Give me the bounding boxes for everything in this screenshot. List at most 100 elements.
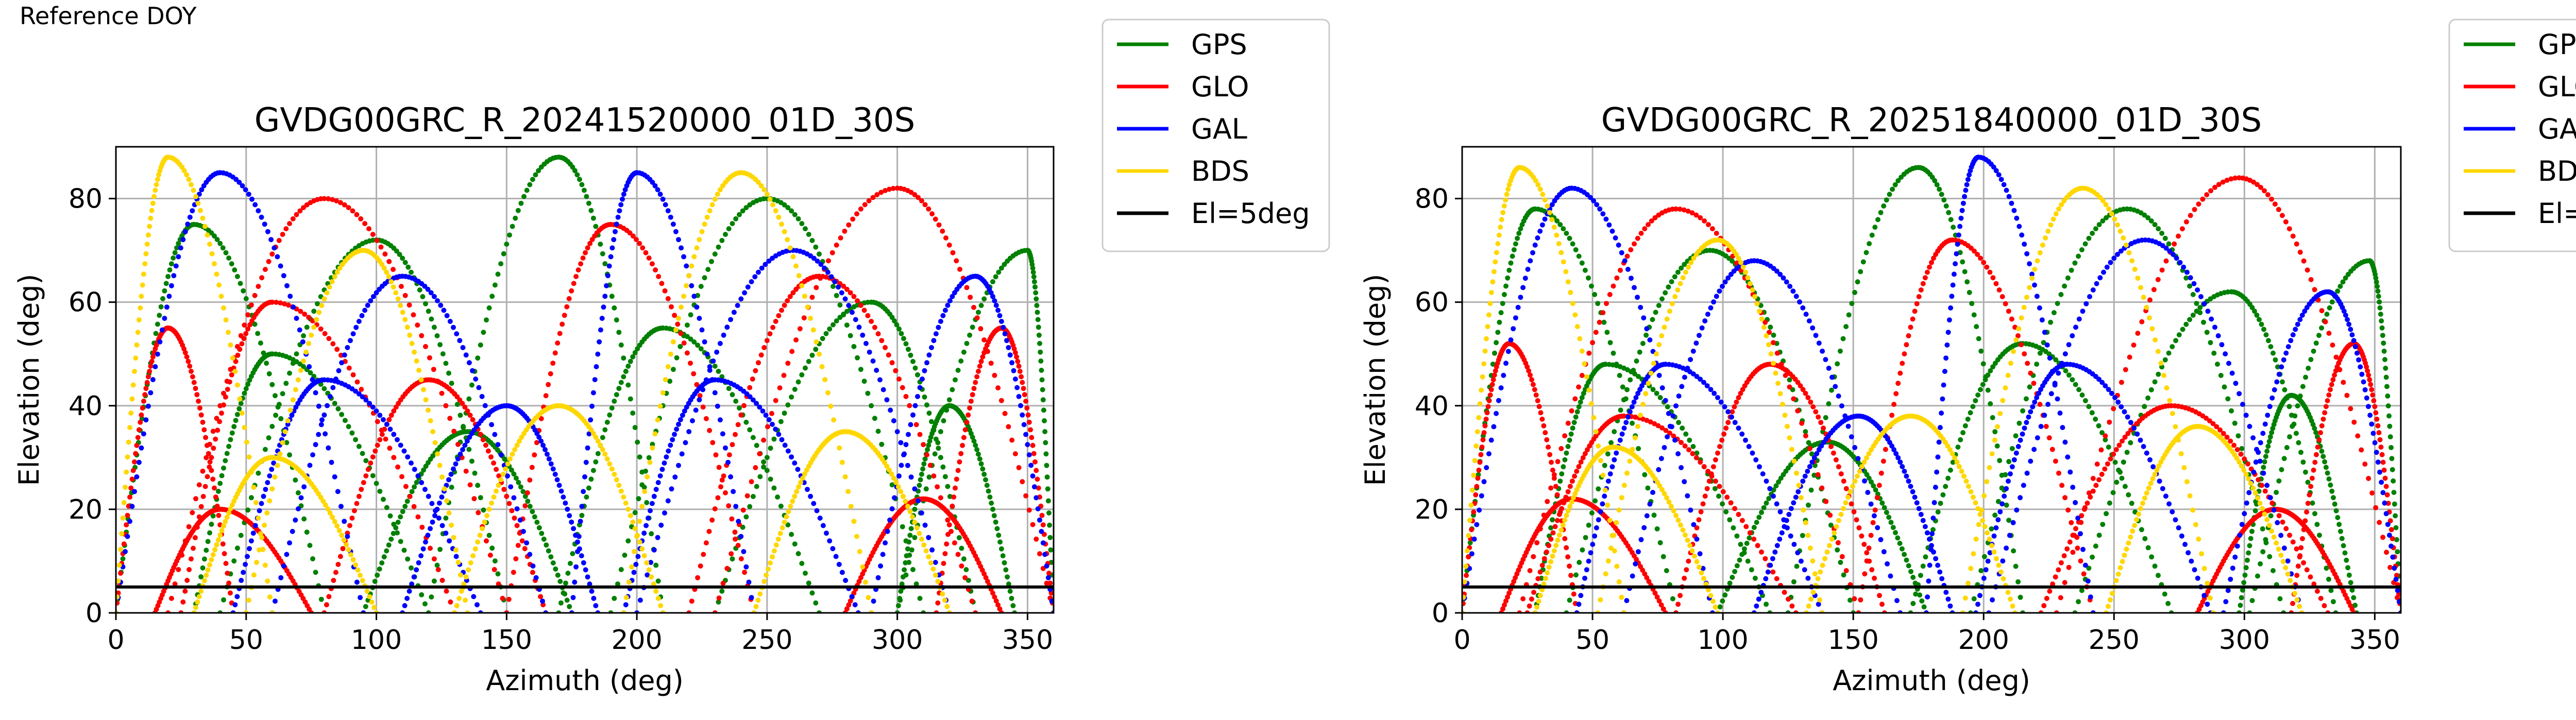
track-point <box>957 459 962 465</box>
track-point <box>515 208 521 213</box>
track-point <box>858 206 863 212</box>
track-point <box>1978 348 1984 354</box>
track-point <box>448 471 454 477</box>
track-point <box>1033 468 1039 473</box>
track-point <box>233 358 239 364</box>
track-point <box>1665 404 1670 409</box>
track-point <box>1592 292 1598 297</box>
track-point <box>278 416 284 421</box>
track-point <box>274 300 279 305</box>
track-point <box>1500 606 1505 612</box>
track-point <box>2003 301 2008 306</box>
track-point <box>406 589 412 594</box>
track-point <box>854 211 859 217</box>
track-point <box>959 545 964 551</box>
track-point <box>905 462 910 468</box>
track-point <box>588 417 594 423</box>
track-point <box>365 467 371 472</box>
track-point <box>496 581 501 587</box>
track-point <box>148 390 154 396</box>
track-point <box>1895 535 1901 541</box>
track-point <box>637 597 643 603</box>
track-point <box>2081 506 2087 512</box>
track-point <box>894 322 900 328</box>
track-point <box>628 358 633 364</box>
track-point <box>193 194 198 199</box>
track-point <box>196 399 201 404</box>
track-point <box>227 590 233 596</box>
track-point <box>565 571 571 576</box>
track-point <box>444 313 450 318</box>
track-point <box>724 565 730 571</box>
track-point <box>262 522 267 528</box>
track-point <box>1730 259 1735 264</box>
track-point <box>402 504 408 509</box>
y-axis-label: Elevation (deg) <box>13 274 45 486</box>
track-point <box>2373 410 2379 416</box>
track-point <box>930 566 936 572</box>
track-point <box>517 517 523 523</box>
track-point <box>2208 188 2214 194</box>
track-point <box>1029 435 1035 440</box>
track-point <box>362 221 368 227</box>
track-point <box>276 238 282 243</box>
track-point <box>345 534 350 539</box>
track-point <box>575 267 581 273</box>
track-point <box>444 588 449 594</box>
track-point <box>771 548 777 554</box>
track-point <box>184 354 190 359</box>
track-point <box>213 494 218 500</box>
track-point <box>409 269 414 275</box>
track-point <box>612 471 617 477</box>
track-point <box>1900 361 1905 366</box>
track-point <box>688 336 693 342</box>
track-point <box>295 377 301 383</box>
track-point <box>971 438 977 444</box>
track-point <box>480 526 485 532</box>
track-point <box>2263 332 2269 338</box>
track-point <box>127 519 132 524</box>
track-point <box>318 326 324 332</box>
track-point <box>2324 312 2330 317</box>
track-point <box>293 477 298 483</box>
track-point <box>2283 219 2289 225</box>
track-point <box>228 342 233 348</box>
track-point <box>2355 433 2361 439</box>
track-point <box>743 564 749 570</box>
track-point <box>1605 451 1611 457</box>
track-point <box>920 376 925 382</box>
track-point <box>788 504 793 509</box>
track-point <box>209 455 214 460</box>
track-point <box>802 294 807 299</box>
track-point <box>2100 218 2106 224</box>
track-point <box>906 347 911 352</box>
y-tick-label: 20 <box>69 494 103 525</box>
track-point <box>403 484 409 489</box>
track-point <box>404 499 410 504</box>
track-point <box>926 474 932 480</box>
track-point <box>896 473 902 479</box>
track-point <box>2311 581 2317 587</box>
track-point <box>487 553 493 558</box>
track-point <box>697 316 702 321</box>
track-point <box>1955 444 1961 450</box>
track-point <box>201 556 207 562</box>
track-point <box>2326 392 2332 398</box>
track-point <box>548 371 553 376</box>
track-point <box>643 468 648 474</box>
track-point <box>730 442 735 448</box>
track-point <box>1751 525 1757 530</box>
track-point <box>2073 382 2078 387</box>
track-point <box>990 506 995 512</box>
track-point <box>585 574 590 580</box>
track-point <box>1725 420 1731 425</box>
track-point <box>2148 218 2154 224</box>
track-point <box>630 354 636 359</box>
track-point <box>349 430 355 436</box>
track-point <box>327 510 333 516</box>
track-point <box>2325 398 2330 403</box>
track-point <box>1590 340 1596 346</box>
track-point <box>665 498 671 504</box>
track-point <box>1649 218 1654 224</box>
track-point <box>409 489 415 494</box>
